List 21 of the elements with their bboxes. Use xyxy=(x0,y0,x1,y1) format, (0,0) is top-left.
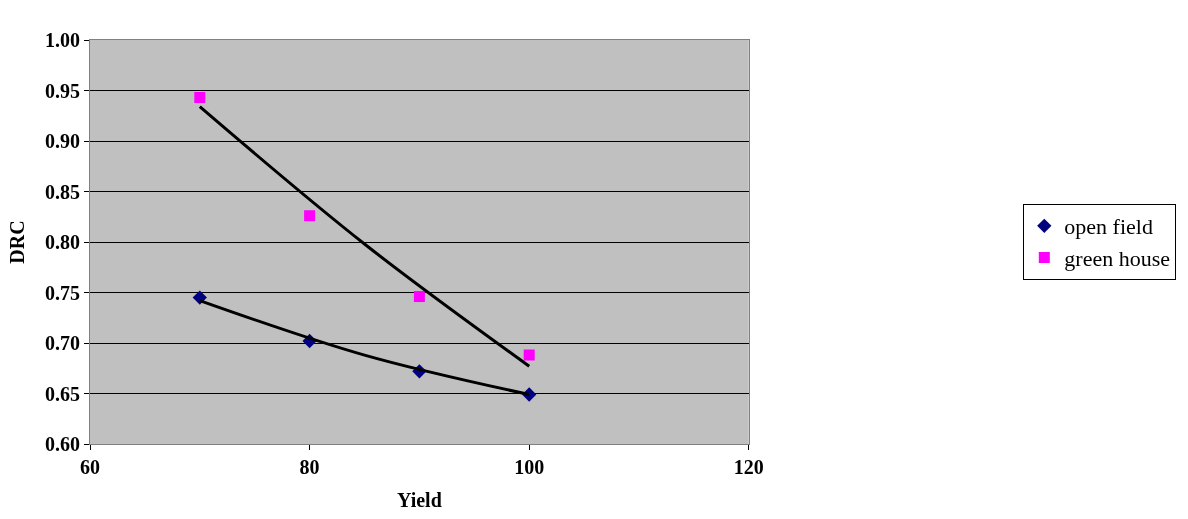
y-tick-label: 0.90 xyxy=(45,130,80,152)
y-tick-label: 1.00 xyxy=(45,29,80,51)
y-axis-title: DRC xyxy=(5,220,28,264)
x-axis-title: Yield xyxy=(396,488,442,511)
y-tick-label: 0.60 xyxy=(45,433,80,455)
y-tick-label: 0.75 xyxy=(45,281,80,304)
x-tick-label: 80 xyxy=(299,456,320,478)
y-tick-label: 0.95 xyxy=(45,79,80,102)
y-tick-label: 0.65 xyxy=(45,382,80,405)
x-tick-label: 60 xyxy=(80,456,100,478)
x-tick-label: 100 xyxy=(514,456,545,478)
legend-label: green house xyxy=(1064,245,1170,271)
legend-label: open field xyxy=(1064,214,1153,240)
y-tick-label: 0.80 xyxy=(45,231,80,253)
point xyxy=(413,291,425,303)
point xyxy=(194,92,206,104)
y-tick-label: 0.70 xyxy=(45,332,80,354)
point xyxy=(523,349,535,361)
x-tick-label: 120 xyxy=(733,456,764,478)
y-tick-label: 0.85 xyxy=(45,180,80,203)
point xyxy=(304,210,316,222)
